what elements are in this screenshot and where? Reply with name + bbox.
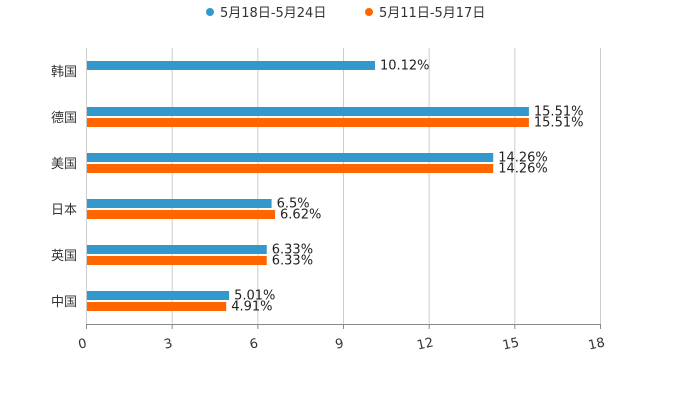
x-tick-label: 12 xyxy=(416,335,435,353)
bar-series2-2 xyxy=(87,164,494,173)
bar-series2-1 xyxy=(87,118,529,127)
legend-label-2: 5月11日-5月17日 xyxy=(379,6,485,21)
data-label: 4.91% xyxy=(231,300,272,315)
chart-bars xyxy=(87,61,529,311)
bar-series1-1 xyxy=(87,107,529,116)
x-tick-label: 15 xyxy=(501,335,520,353)
legend-label-1: 5月18日-5月24日 xyxy=(220,6,326,21)
chart-axis: 0 3 6 9 12 15 18 xyxy=(77,324,606,354)
data-label: 14.26% xyxy=(498,151,548,166)
category-label: 日本 xyxy=(51,203,77,218)
bar-series1-3 xyxy=(87,199,272,208)
chart-labels: 韩国 10.12% 德国 15.51%15.51% 美国 14.26%14.26% 日本 6.… xyxy=(51,59,583,315)
chart-grid xyxy=(86,48,601,324)
bar-series2-4 xyxy=(87,256,267,265)
bar-series2-5 xyxy=(87,302,227,311)
data-label: 15.51% xyxy=(534,116,584,131)
x-tick-label: 0 xyxy=(77,336,88,352)
data-label: 10.12% xyxy=(380,59,430,74)
x-tick-label: 6 xyxy=(248,336,259,352)
category-label: 英国 xyxy=(51,249,77,264)
data-label: 5.01% xyxy=(234,289,275,304)
chart-legend: 5月18日-5月24日 5月11日-5月17日 xyxy=(206,6,485,21)
data-label: 6.5% xyxy=(277,197,310,212)
bar-series1-5 xyxy=(87,291,230,300)
data-label: 15.51% xyxy=(534,105,584,120)
data-label: 6.33% xyxy=(272,254,313,269)
legend-marker-1 xyxy=(206,8,214,16)
x-tick-label: 18 xyxy=(587,335,606,353)
data-label: 14.26% xyxy=(498,162,548,177)
bar-series2-3 xyxy=(87,210,276,219)
bar-series1-0 xyxy=(87,61,375,70)
category-label: 美国 xyxy=(51,157,77,172)
x-tick-label: 3 xyxy=(163,336,174,352)
bar-series1-2 xyxy=(87,153,494,162)
data-label: 6.62% xyxy=(280,208,321,223)
category-label: 韩国 xyxy=(51,65,77,80)
category-label: 德国 xyxy=(51,111,77,126)
bar-series1-4 xyxy=(87,245,267,254)
category-label: 中国 xyxy=(51,295,77,310)
data-label: 6.33% xyxy=(272,243,313,258)
legend-marker-2 xyxy=(365,8,373,16)
x-tick-label: 9 xyxy=(334,336,345,352)
